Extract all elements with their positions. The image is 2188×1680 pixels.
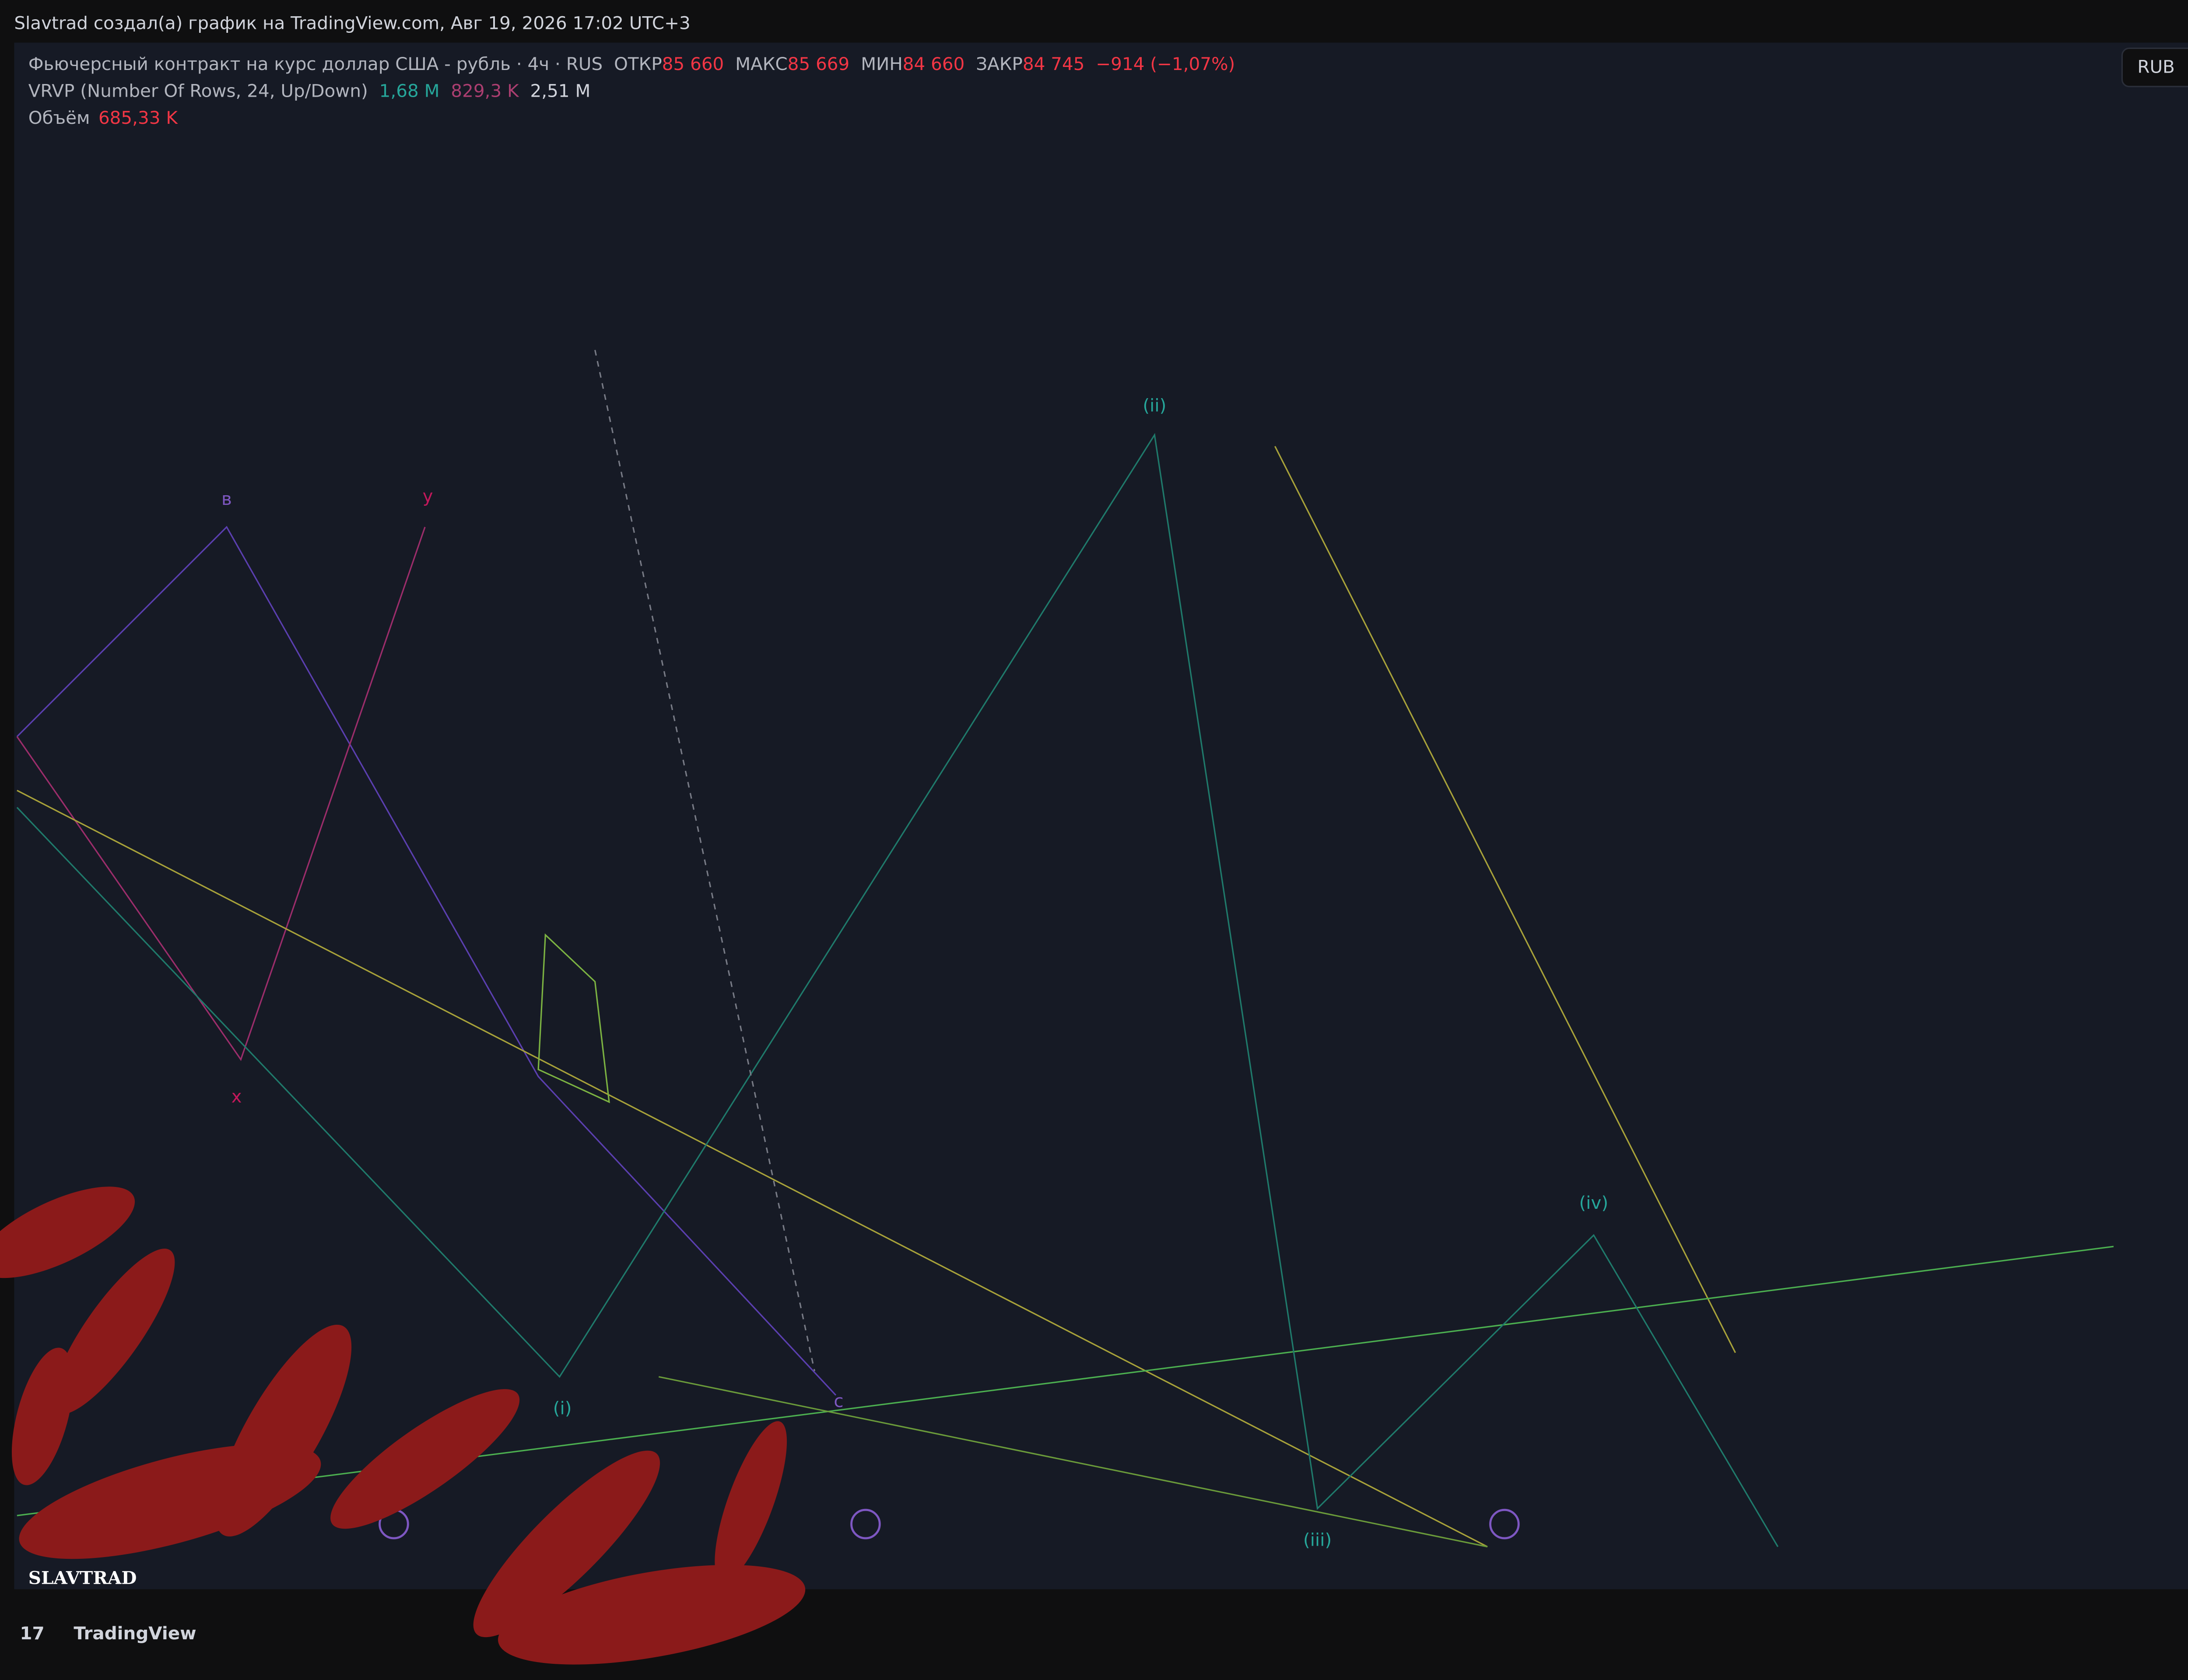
wave-labels: в y x (ii) (i) c (iv) (iii) xyxy=(221,395,1608,1550)
author-line: Slavtrad создал(а) график на TradingView… xyxy=(14,12,690,33)
value: 85 660 xyxy=(662,53,724,74)
label: МАКС xyxy=(735,53,788,74)
wave-label: (i) xyxy=(553,1397,572,1418)
value: 1,68 M xyxy=(379,80,440,102)
tv-logo: 17 xyxy=(20,1623,44,1644)
value: 84 660 xyxy=(903,53,965,74)
label: Объём xyxy=(28,107,90,128)
value: 85 669 xyxy=(788,53,850,74)
watermark-ornament xyxy=(0,1186,806,1665)
leaf xyxy=(52,1249,175,1414)
leaf xyxy=(19,1444,321,1559)
leaf xyxy=(715,1421,787,1582)
label: МИН xyxy=(861,53,903,74)
label: ОТКР xyxy=(614,53,662,74)
wave-label: c xyxy=(834,1390,843,1411)
value: 829,3 K xyxy=(451,80,519,102)
wave-label: (ii) xyxy=(1143,395,1166,416)
value: 2,51 M xyxy=(530,80,591,102)
symbol: Фьючерсный контракт на курс доллар США -… xyxy=(28,53,603,74)
legend-main: Фьючерсный контракт на курс доллар США -… xyxy=(28,53,1235,74)
fib-trend xyxy=(594,350,815,1372)
trend-line xyxy=(17,790,1488,1547)
legend-vrvp: VRVP (Number Of Rows, 24, Up/Down) 1,68 M… xyxy=(28,80,591,102)
currency[interactable]: RUB xyxy=(2137,56,2174,77)
value: 84 745 xyxy=(1023,53,1085,74)
platform: TradingView xyxy=(74,1623,196,1644)
label: VRVP (Number Of Rows, 24, Up/Down) xyxy=(28,80,368,102)
leaf xyxy=(498,1564,806,1665)
price-axis-bg xyxy=(2113,42,2188,1589)
trend-line xyxy=(1274,446,1736,1353)
leaf xyxy=(11,1348,74,1485)
label: ЗАКР xyxy=(976,53,1023,74)
trend-line xyxy=(658,1376,1488,1547)
wave-label: x xyxy=(231,1086,242,1107)
event-icon xyxy=(850,1508,881,1540)
leaf xyxy=(330,1389,520,1529)
wave-label: y xyxy=(423,486,433,507)
triangle xyxy=(537,933,610,1103)
plot-bg xyxy=(14,42,2188,1589)
legend-volume: Объём 685,33 K xyxy=(28,107,179,128)
leaf xyxy=(473,1450,660,1638)
value: 685,33 K xyxy=(98,107,178,128)
event-icon xyxy=(1489,1508,1520,1540)
wave-line xyxy=(16,525,837,1396)
wave-line xyxy=(16,433,1779,1547)
wave-label: (iv) xyxy=(1579,1192,1609,1213)
change: −914 (−1,07%) xyxy=(1096,53,1235,74)
leaf xyxy=(0,1186,135,1278)
wave-line xyxy=(16,527,426,1061)
wave-label: в xyxy=(221,488,232,509)
header: Slavtrad создал(а) график на TradingView… xyxy=(14,12,2188,128)
brand: SLAVTRAD xyxy=(28,1567,137,1588)
currency-button[interactable] xyxy=(2121,47,2188,88)
wave-label: (iii) xyxy=(1303,1529,1332,1550)
